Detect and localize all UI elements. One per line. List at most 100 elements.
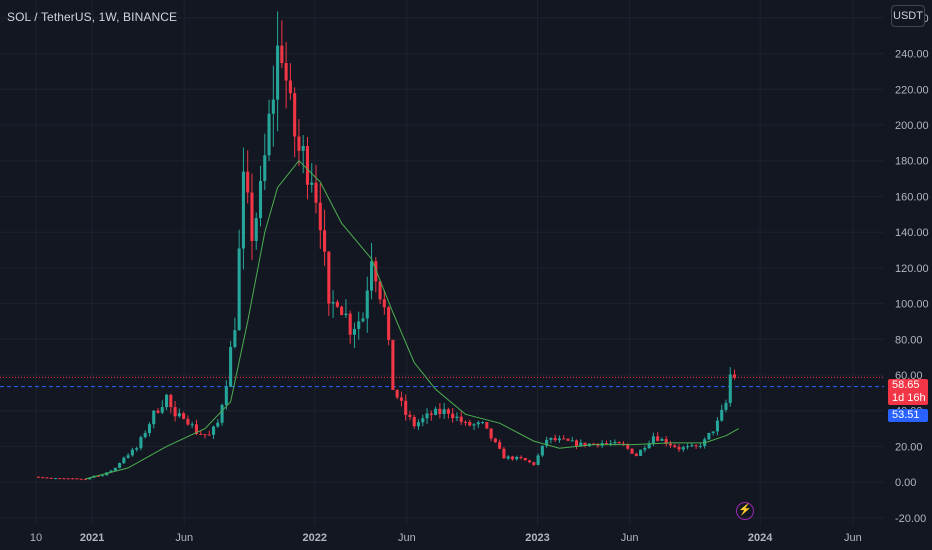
y-tick-label: 0.00: [895, 477, 916, 489]
candle-up: [177, 413, 181, 417]
candle-up: [216, 422, 220, 427]
y-tick-label: 160.00: [895, 191, 929, 203]
candle-down: [412, 417, 416, 427]
candle-up: [720, 409, 724, 421]
candle-down: [510, 456, 515, 460]
candle-down: [382, 299, 386, 308]
last-price-tag: 58.65: [888, 379, 928, 392]
candle-down: [626, 444, 630, 449]
candle-down: [387, 307, 391, 340]
candle-down: [58, 478, 62, 480]
candle-up: [609, 443, 613, 445]
candle-up: [135, 448, 139, 450]
x-tick-label: Jun: [398, 532, 416, 544]
candle-up: [254, 218, 258, 241]
candle-down: [634, 453, 638, 456]
candle-up: [152, 410, 156, 425]
candle-down: [246, 171, 250, 193]
candle-up: [613, 442, 617, 444]
candle-down: [96, 475, 100, 477]
candle-down: [489, 428, 493, 439]
y-tick-label: -20.00: [895, 513, 926, 525]
candle-down: [498, 442, 502, 449]
candle-up: [224, 386, 228, 405]
candle-down: [574, 440, 579, 447]
candle-down: [451, 413, 455, 419]
candle-down: [523, 458, 527, 461]
candle-down: [399, 397, 403, 401]
candle-up: [263, 155, 267, 181]
candle-up: [276, 45, 280, 100]
candle-down: [429, 413, 433, 415]
candle-up: [365, 290, 369, 319]
candle-up: [425, 413, 429, 419]
candle-up: [143, 433, 147, 438]
y-tick-label: 180.00: [895, 156, 929, 168]
candle-up: [113, 467, 117, 471]
candle-up: [369, 261, 374, 291]
candle-up: [122, 457, 126, 464]
candle-down: [335, 301, 339, 307]
candle-down: [391, 339, 395, 390]
candle-up: [506, 456, 510, 459]
candle-down: [438, 408, 442, 415]
currency-button[interactable]: USDT: [891, 5, 925, 27]
y-tick-label: 220.00: [895, 84, 929, 96]
candle-down: [203, 434, 207, 436]
candle-up: [549, 437, 553, 440]
candle-down: [66, 478, 70, 480]
candle-up: [165, 394, 169, 408]
candle-down: [288, 80, 292, 94]
candle-down: [493, 438, 497, 443]
candle-down: [374, 261, 378, 282]
candle-up: [536, 455, 540, 465]
candle-down: [156, 410, 160, 413]
candle-up: [241, 171, 245, 249]
x-tick-label: 2024: [748, 532, 773, 544]
candle-down: [169, 394, 173, 408]
candle-down: [250, 192, 254, 241]
candle-down: [305, 146, 310, 185]
candle-down: [199, 433, 203, 435]
candle-up: [229, 346, 233, 387]
candle-down: [463, 421, 468, 423]
candle-down: [45, 477, 49, 479]
candle-up: [237, 248, 241, 331]
x-tick-label: Jun: [175, 532, 193, 544]
candle-down: [297, 136, 301, 151]
candle-up: [690, 445, 694, 447]
candle-down: [340, 306, 344, 316]
candle-down: [566, 438, 570, 441]
candle-up: [160, 407, 164, 413]
candle-up: [434, 408, 438, 415]
candle-up: [660, 439, 664, 441]
candle-up: [357, 321, 361, 329]
candle-down: [664, 439, 668, 444]
candle-up: [88, 477, 92, 480]
candle-down: [532, 462, 536, 465]
candle-up: [715, 420, 719, 432]
candle-down: [468, 422, 472, 426]
candle-up: [442, 409, 446, 415]
candle-down: [314, 182, 318, 203]
candle-down: [378, 281, 382, 300]
x-tick-label: Jun: [621, 532, 639, 544]
candle-up: [545, 439, 549, 446]
candle-up: [728, 374, 732, 403]
x-tick-label: 2021: [80, 532, 104, 544]
candle-down: [485, 421, 489, 429]
candle-up: [118, 463, 122, 468]
candle-down: [668, 443, 673, 446]
y-tick-label: 240.00: [895, 49, 929, 61]
candle-down: [75, 478, 79, 480]
candle-down: [459, 416, 463, 422]
candle-down: [348, 313, 352, 335]
candle-up: [211, 426, 216, 435]
candle-up: [109, 470, 113, 473]
candle-down: [408, 414, 412, 418]
candle-down: [673, 445, 677, 448]
ma-value-tag: 53.51: [888, 409, 928, 422]
lightning-bolt-icon[interactable]: ⚡: [736, 502, 754, 520]
candle-up: [481, 421, 485, 423]
